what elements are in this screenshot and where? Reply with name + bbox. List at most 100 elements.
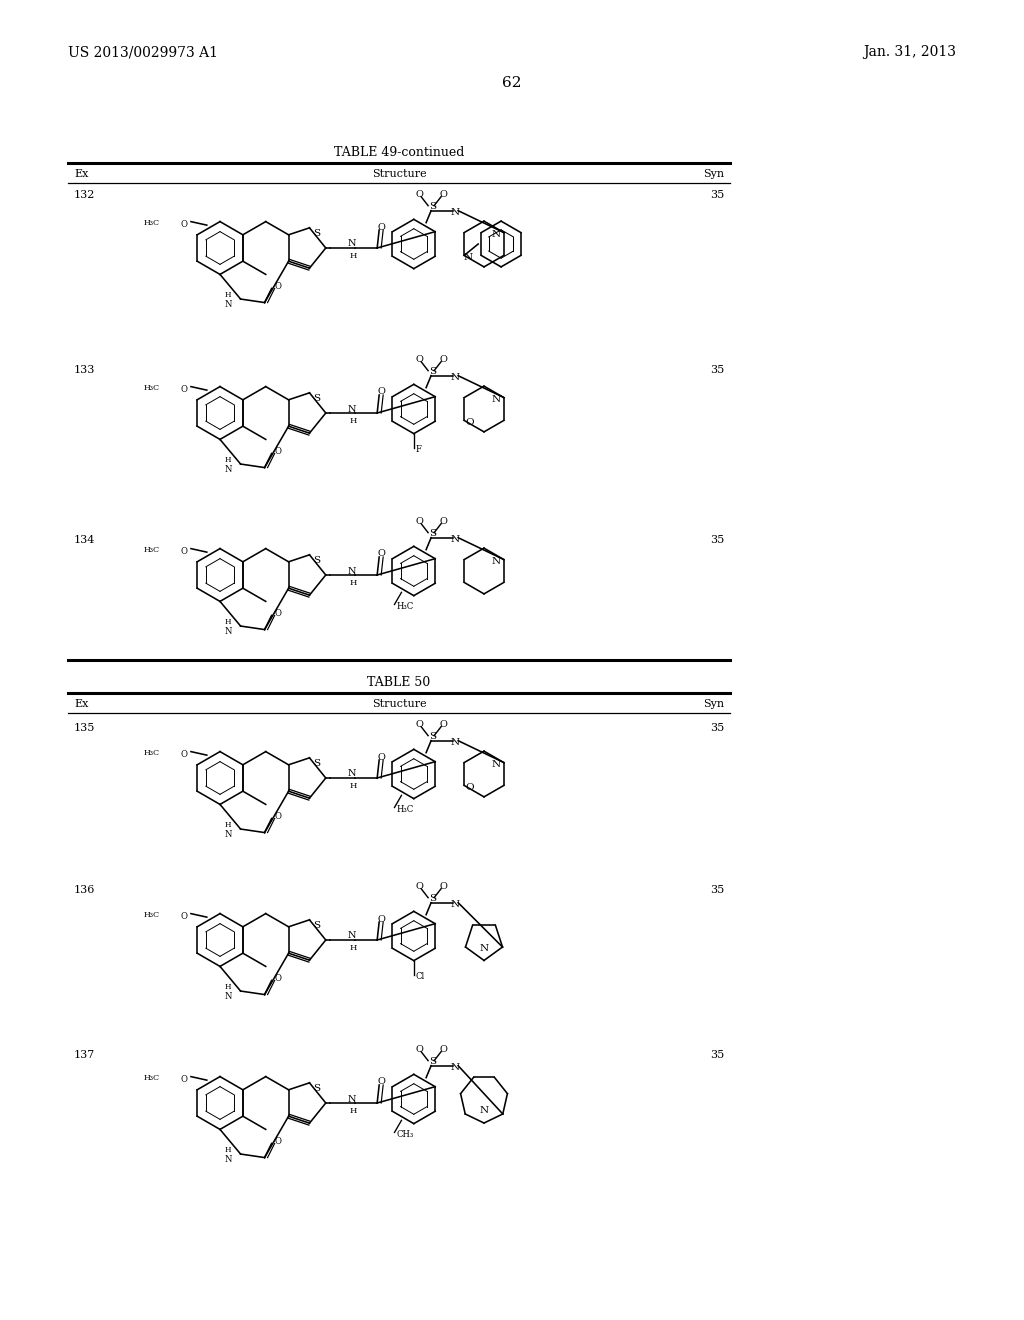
Text: S: S: [313, 759, 321, 768]
Text: O: O: [274, 1137, 282, 1146]
Text: S: S: [313, 921, 321, 931]
Text: N: N: [479, 944, 488, 953]
Text: N: N: [451, 209, 460, 218]
Text: S: S: [429, 733, 436, 741]
Text: Cl: Cl: [416, 972, 425, 981]
Text: O: O: [274, 282, 282, 290]
Text: TABLE 49-continued: TABLE 49-continued: [334, 147, 464, 160]
Text: O: O: [274, 812, 282, 821]
Text: 35: 35: [710, 1049, 724, 1060]
Text: O: O: [466, 418, 474, 426]
Text: N: N: [451, 374, 460, 383]
Text: 137: 137: [74, 1049, 95, 1060]
Text: Syn: Syn: [702, 169, 724, 180]
Text: H₃C: H₃C: [143, 911, 160, 919]
Text: S: S: [429, 367, 436, 376]
Text: H₃C: H₃C: [143, 750, 160, 758]
Text: N: N: [348, 239, 356, 248]
Text: O: O: [274, 609, 282, 618]
Text: S: S: [429, 202, 436, 211]
Text: 35: 35: [710, 723, 724, 733]
Text: N: N: [464, 253, 473, 261]
Text: 35: 35: [710, 884, 724, 895]
Text: 62: 62: [502, 77, 522, 90]
Text: H₃C: H₃C: [143, 546, 160, 554]
Text: N: N: [224, 1155, 232, 1164]
Text: N: N: [224, 627, 232, 636]
Text: O: O: [377, 915, 385, 924]
Text: S: S: [429, 894, 436, 903]
Text: H: H: [349, 579, 356, 587]
Text: O: O: [415, 721, 423, 729]
Text: O: O: [415, 190, 423, 199]
Text: O: O: [180, 1074, 187, 1084]
Text: 136: 136: [74, 884, 95, 895]
Text: N: N: [348, 404, 356, 413]
Text: 35: 35: [710, 535, 724, 545]
Text: H: H: [349, 944, 356, 952]
Text: O: O: [180, 912, 187, 921]
Text: S: S: [313, 1084, 321, 1093]
Text: Jan. 31, 2013: Jan. 31, 2013: [863, 45, 956, 59]
Text: 135: 135: [74, 723, 95, 733]
Text: O: O: [377, 752, 385, 762]
Text: O: O: [439, 882, 447, 891]
Text: N: N: [492, 760, 501, 770]
Text: Ex: Ex: [74, 169, 88, 180]
Text: O: O: [439, 190, 447, 199]
Text: N: N: [451, 900, 460, 909]
Text: N: N: [348, 566, 356, 576]
Text: O: O: [466, 783, 474, 792]
Text: H: H: [225, 290, 231, 298]
Text: O: O: [415, 882, 423, 891]
Text: H: H: [225, 455, 231, 463]
Text: 35: 35: [710, 190, 724, 201]
Text: N: N: [348, 932, 356, 940]
Text: O: O: [377, 388, 385, 396]
Text: H: H: [225, 821, 231, 829]
Text: O: O: [377, 223, 385, 231]
Text: O: O: [439, 1045, 447, 1055]
Text: H: H: [349, 417, 356, 425]
Text: US 2013/0029973 A1: US 2013/0029973 A1: [68, 45, 218, 59]
Text: N: N: [224, 465, 232, 474]
Text: O: O: [415, 355, 423, 364]
Text: O: O: [180, 750, 187, 759]
Text: 133: 133: [74, 366, 95, 375]
Text: 132: 132: [74, 190, 95, 201]
Text: CH₃: CH₃: [396, 1130, 414, 1139]
Text: S: S: [313, 556, 321, 565]
Text: O: O: [415, 1045, 423, 1055]
Text: TABLE 50: TABLE 50: [368, 676, 431, 689]
Text: 35: 35: [710, 366, 724, 375]
Text: O: O: [274, 974, 282, 983]
Text: N: N: [224, 300, 232, 309]
Text: S: S: [429, 1057, 436, 1067]
Text: H₃C: H₃C: [143, 384, 160, 392]
Text: N: N: [348, 770, 356, 779]
Text: H: H: [225, 1146, 231, 1154]
Text: H: H: [349, 252, 356, 260]
Text: H₃C: H₃C: [143, 1074, 160, 1082]
Text: O: O: [274, 447, 282, 455]
Text: F: F: [416, 445, 422, 454]
Text: H₃C: H₃C: [396, 805, 414, 814]
Text: N: N: [492, 557, 501, 566]
Text: Structure: Structure: [372, 700, 426, 709]
Text: N: N: [492, 230, 501, 239]
Text: N: N: [348, 1094, 356, 1104]
Text: N: N: [479, 1106, 488, 1114]
Text: H₃C: H₃C: [143, 219, 160, 227]
Text: H: H: [349, 781, 356, 789]
Text: O: O: [439, 355, 447, 364]
Text: S: S: [429, 529, 436, 539]
Text: Structure: Structure: [372, 169, 426, 180]
Text: H₃C: H₃C: [396, 602, 414, 611]
Text: O: O: [180, 546, 187, 556]
Text: O: O: [377, 1077, 385, 1086]
Text: O: O: [377, 549, 385, 558]
Text: S: S: [313, 395, 321, 404]
Text: N: N: [451, 738, 460, 747]
Text: O: O: [415, 517, 423, 527]
Text: N: N: [224, 830, 232, 838]
